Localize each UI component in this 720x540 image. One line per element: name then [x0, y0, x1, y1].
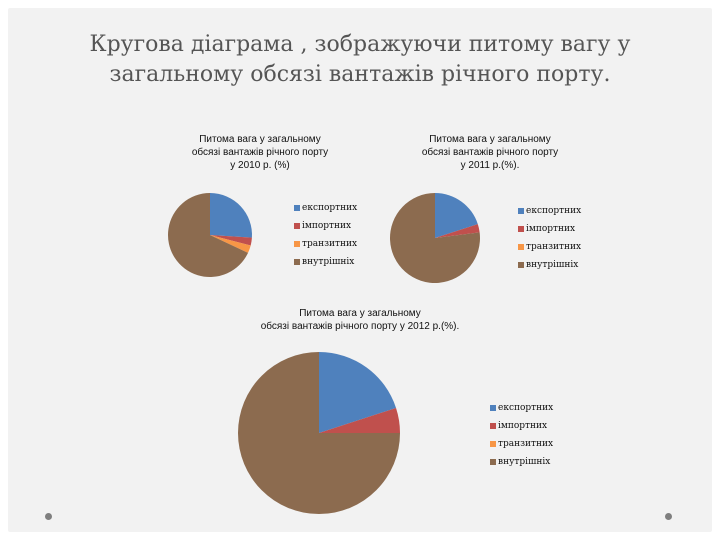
pie-slice-domestic — [238, 352, 400, 514]
chart-2012-title-line: обсязі вантажів річного порту у 2012 р.(… — [260, 321, 460, 332]
legend-swatch-transit — [294, 240, 300, 247]
legend-item: експортних — [518, 206, 581, 224]
chart-2011-title-line: у 2011 р.(%). — [460, 160, 520, 171]
legend-swatch-imports — [490, 422, 496, 429]
legend-item: імпортних — [518, 224, 581, 242]
pie-chart-2010 — [168, 193, 252, 277]
decorative-dot-right — [665, 513, 672, 520]
slide-title-line-2: загальному обсязі вантажів річного порту… — [109, 62, 611, 87]
legend-item: імпортних — [490, 421, 553, 439]
pie-slice-imports — [435, 224, 480, 238]
legend-swatch-domestic — [490, 458, 496, 465]
legend-label: імпортних — [526, 224, 576, 234]
chart-2010-legend: експортних імпортних транзитних внутрішн… — [294, 203, 357, 275]
legend-swatch-domestic — [294, 258, 300, 265]
chart-2010-title-line: обсязі вантажів річного порту — [191, 147, 329, 158]
chart-2011-title-line: обсязі вантажів річного порту — [421, 147, 559, 158]
legend-label: транзитних — [526, 242, 582, 252]
legend-label: експортних — [302, 203, 358, 213]
chart-2012-title: Питома вага у загальному обсязі вантажів… — [200, 307, 520, 333]
chart-2012-title-line: Питома вага у загальному — [299, 308, 421, 319]
pie-slice-exports — [319, 352, 397, 433]
pie-slice-exports — [210, 193, 252, 238]
legend-swatch-imports — [294, 222, 300, 229]
pie-slice-domestic — [168, 193, 249, 277]
pie-chart-2011 — [390, 193, 480, 283]
legend-item: внутрішніх — [518, 260, 581, 278]
pie-slice-imports — [319, 407, 400, 433]
chart-2012-legend: експортних імпортних транзитних внутрішн… — [490, 403, 553, 475]
legend-item: внутрішніх — [294, 257, 357, 275]
legend-swatch-imports — [518, 225, 524, 232]
decorative-dot-left — [45, 513, 52, 520]
slide-title: Кругова діаграма , зображуючи питому ваг… — [40, 30, 680, 90]
legend-item: транзитних — [490, 439, 553, 457]
chart-2010-title-line: Питома вага у загальному — [199, 134, 321, 145]
pie-slice-domestic — [390, 193, 480, 283]
legend-label: транзитних — [498, 439, 554, 449]
legend-item: транзитних — [294, 239, 357, 257]
legend-swatch-exports — [294, 204, 300, 211]
legend-label: внутрішніх — [526, 260, 579, 270]
chart-2010-title-line: у 2010 р. (%) — [230, 160, 290, 171]
legend-item: імпортних — [294, 221, 357, 239]
chart-2011-title-line: Питома вага у загальному — [429, 134, 551, 145]
legend-label: імпортних — [498, 421, 548, 431]
pie-slice-transit — [210, 235, 251, 253]
legend-label: внутрішніх — [498, 457, 551, 467]
legend-label: внутрішніх — [302, 257, 355, 267]
pie-slice-imports — [210, 235, 252, 246]
legend-swatch-transit — [518, 243, 524, 250]
legend-item: експортних — [490, 403, 553, 421]
legend-swatch-transit — [490, 440, 496, 447]
chart-2010-title: Питома вага у загальному обсязі вантажів… — [160, 133, 360, 172]
legend-swatch-exports — [490, 404, 496, 411]
slide-title-line-1: Кругова діаграма , зображуючи питому ваг… — [89, 32, 631, 57]
chart-2011-legend: експортних імпортних транзитних внутрішн… — [518, 206, 581, 278]
legend-item: транзитних — [518, 242, 581, 260]
legend-label: імпортних — [302, 221, 352, 231]
chart-2011-title: Питома вага у загальному обсязі вантажів… — [390, 133, 590, 172]
legend-label: експортних — [526, 206, 582, 216]
legend-swatch-exports — [518, 207, 524, 214]
pie-chart-2012 — [238, 352, 400, 514]
legend-label: транзитних — [302, 239, 358, 249]
legend-item: внутрішніх — [490, 457, 553, 475]
pie-slice-exports — [435, 193, 478, 238]
legend-label: експортних — [498, 403, 554, 413]
legend-item: експортних — [294, 203, 357, 221]
legend-swatch-domestic — [518, 261, 524, 268]
